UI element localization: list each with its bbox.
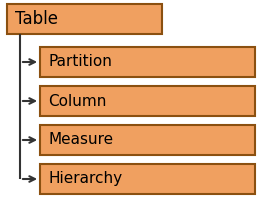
FancyBboxPatch shape bbox=[7, 4, 162, 34]
FancyBboxPatch shape bbox=[40, 125, 255, 155]
Text: Table: Table bbox=[15, 10, 58, 28]
Text: Partition: Partition bbox=[48, 54, 112, 70]
FancyBboxPatch shape bbox=[40, 47, 255, 77]
Text: Measure: Measure bbox=[48, 132, 113, 148]
FancyBboxPatch shape bbox=[40, 164, 255, 194]
Text: Column: Column bbox=[48, 93, 106, 109]
Text: Hierarchy: Hierarchy bbox=[48, 172, 122, 187]
FancyBboxPatch shape bbox=[40, 86, 255, 116]
